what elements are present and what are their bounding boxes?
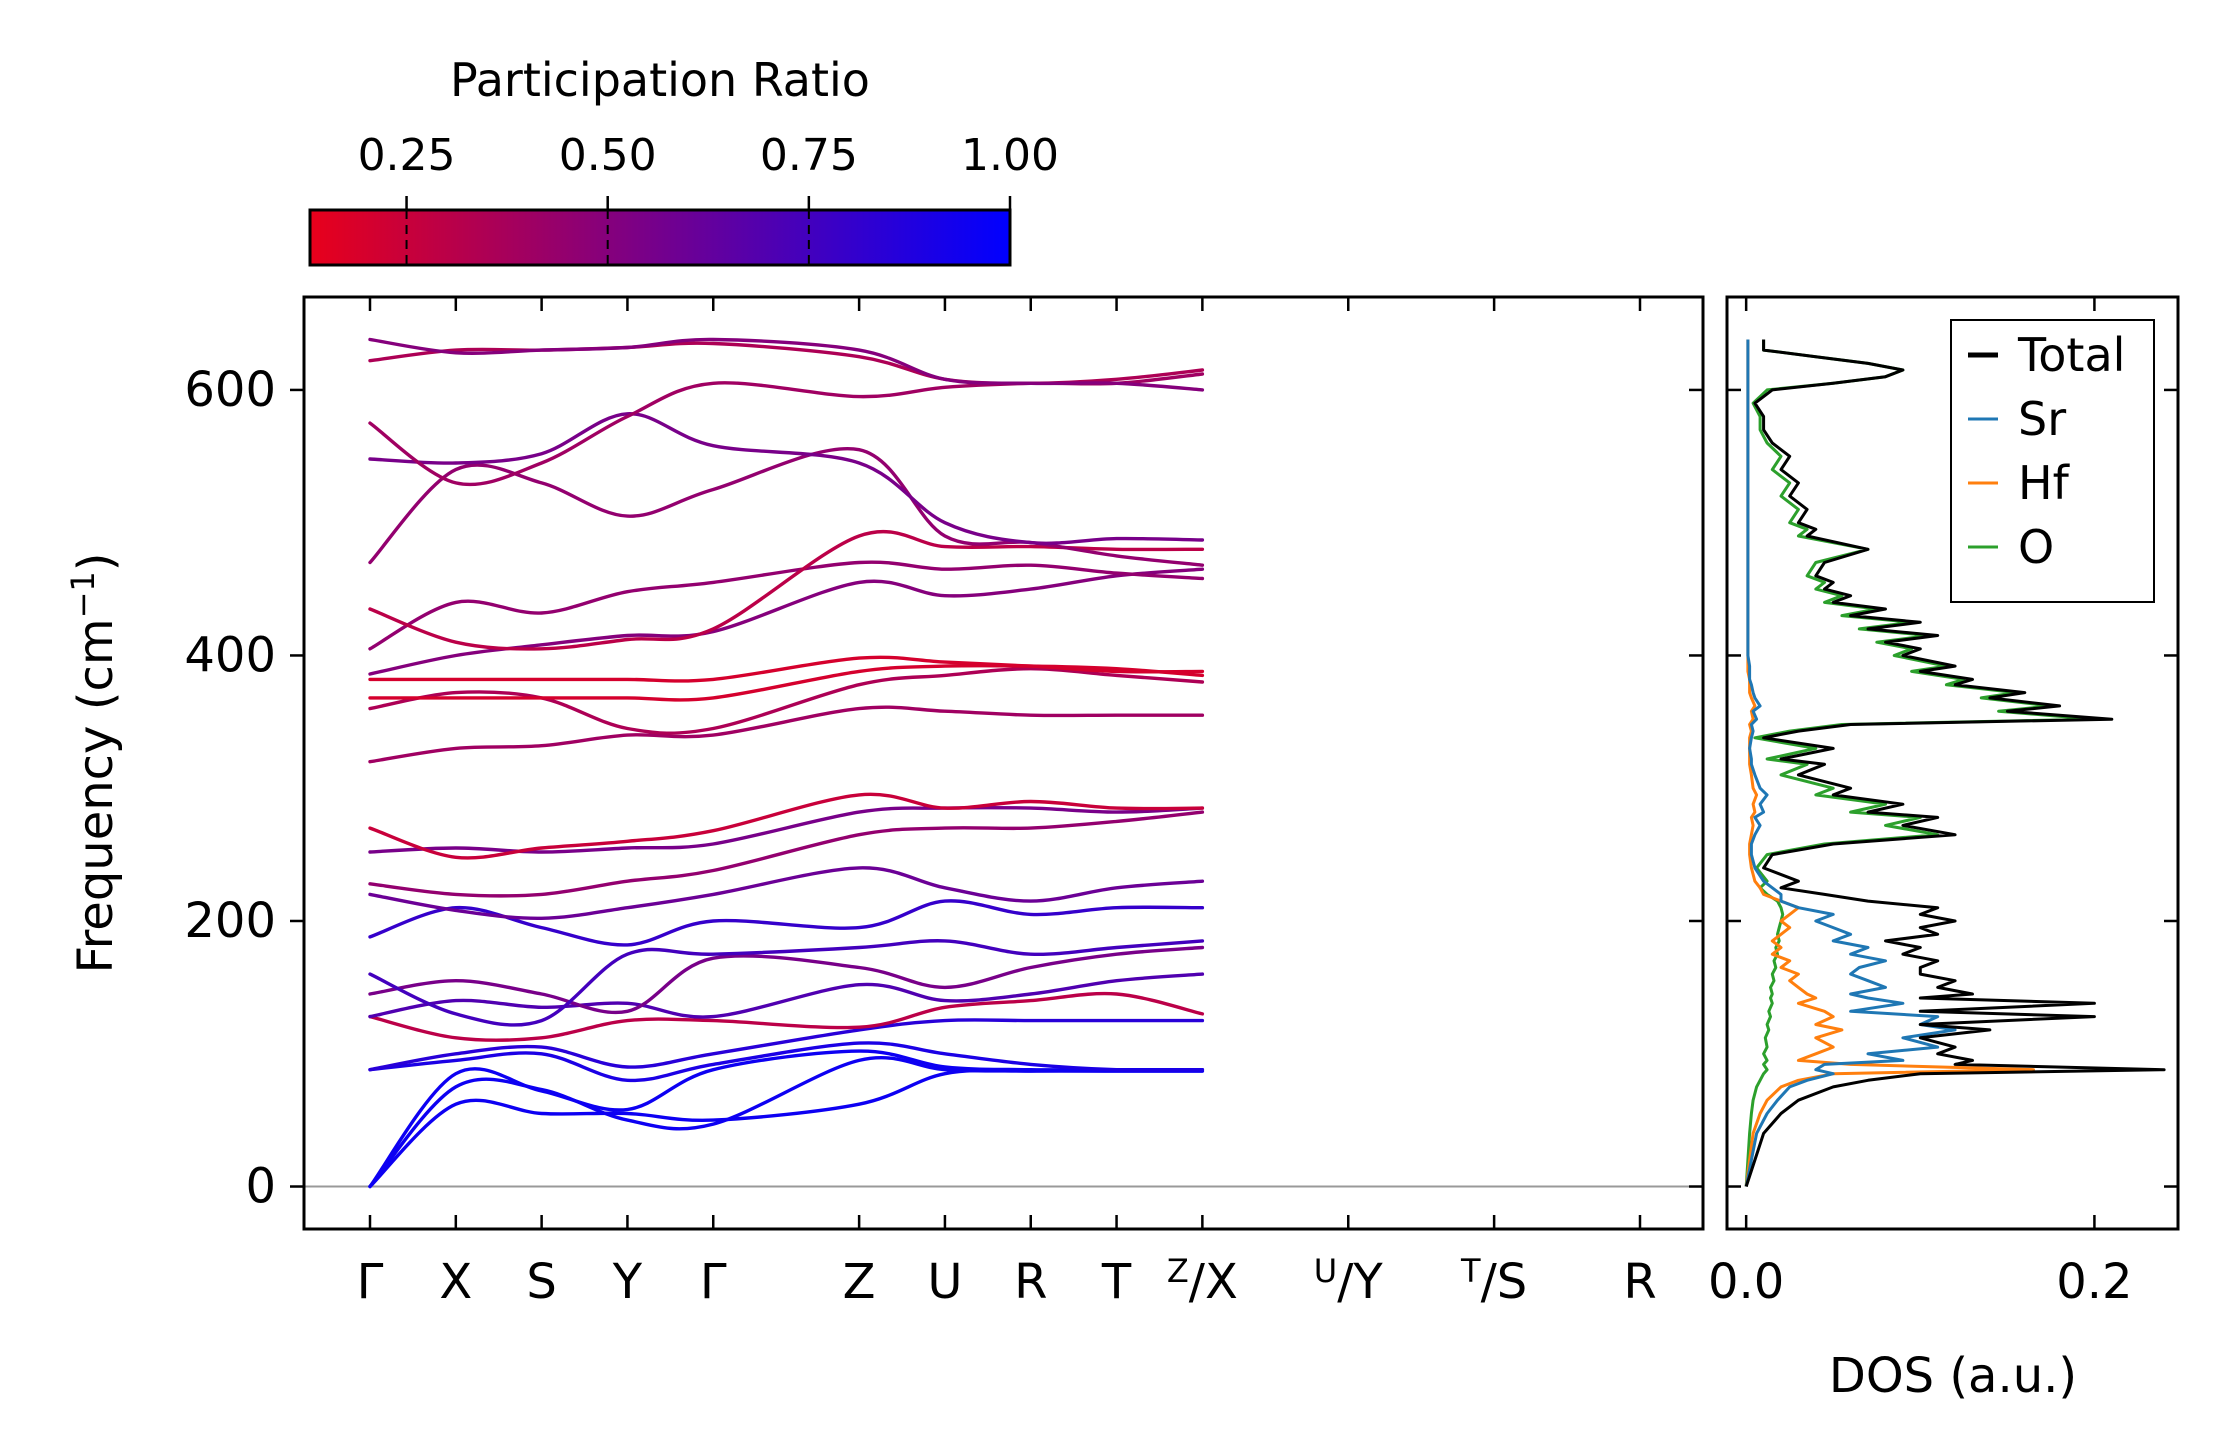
phonon-band — [368, 412, 1205, 545]
phonon-band — [368, 655, 1205, 683]
frequency-tick-label: 200 — [184, 893, 276, 949]
phonon-band — [368, 939, 1205, 1027]
dos-curve-sr — [1744, 339, 1957, 1187]
kpath-tick-label: Γ — [700, 1254, 727, 1310]
phonon-band — [368, 567, 1205, 676]
kpath-tick-label: T — [1101, 1254, 1132, 1310]
phonon-band — [368, 667, 1205, 735]
kpath-tick-label: Γ — [357, 1254, 384, 1310]
kpath-tick-label: Y — [612, 1254, 643, 1310]
kpath-axis-ticks: Γ X S Y Γ Z U R T Z/X U/Y T/S R — [357, 297, 1657, 1310]
phonon-bands — [368, 337, 1205, 1189]
phonon-band — [368, 805, 1205, 854]
colorbar-tick-label: 0.75 — [760, 130, 858, 181]
colorbar-ticks — [405, 196, 1012, 265]
phonon-band — [368, 663, 1205, 702]
phonon-band — [368, 972, 1205, 1019]
kpath-tick-label: T/S — [1460, 1252, 1527, 1310]
kpath-tick-label: U/Y — [1314, 1252, 1384, 1310]
colorbar-tick-label: 0.25 — [358, 130, 456, 181]
kpath-tick-label: S — [526, 1254, 556, 1310]
dos-curves — [1744, 339, 2166, 1187]
phonon-band — [368, 1049, 1205, 1189]
phonon-band — [368, 337, 1205, 392]
kpath-tick-label: Z/X — [1167, 1252, 1238, 1310]
legend-label-o: O — [2018, 520, 2054, 574]
frequency-tick-label: 600 — [184, 362, 276, 418]
phonon-band — [368, 899, 1205, 947]
kpath-tick-label: X — [439, 1254, 472, 1310]
dos-tick-label: 0.0 — [1708, 1254, 1784, 1310]
frequency-tick-label: 0 — [245, 1159, 276, 1215]
band-axes-frame — [302, 295, 1705, 1231]
phonon-band — [368, 1056, 1205, 1189]
colorbar-tick-label: 1.00 — [961, 130, 1059, 181]
dos-curve-o — [1744, 339, 2096, 1187]
phonon-band — [368, 1018, 1205, 1072]
legend-frame — [1950, 319, 2155, 603]
phonon-band — [368, 991, 1205, 1042]
colorbar-tick-label: 0.50 — [559, 130, 657, 181]
colorbar-gradient — [310, 210, 1010, 265]
frequency-axis-ticks: 0 200 400 600 — [184, 362, 1703, 1215]
dos-axis-label: DOS (a.u.) — [1829, 1348, 2077, 1404]
phonon-band — [368, 446, 1205, 567]
frequency-tick-label: 400 — [184, 627, 276, 683]
dos-curve-total — [1744, 339, 2166, 1187]
dos-axes-frame — [1725, 295, 2180, 1231]
phonon-band — [368, 945, 1205, 1015]
legend-label-total: Total — [2017, 328, 2125, 382]
dos-tick-label: 0.2 — [2056, 1254, 2132, 1310]
kpath-tick-label: R — [1623, 1254, 1656, 1310]
kpath-tick-label: R — [1014, 1254, 1047, 1310]
kpath-tick-label: Z — [843, 1254, 876, 1310]
phonon-band — [368, 705, 1205, 764]
phonon-band — [368, 1041, 1205, 1083]
colorbar-frame — [308, 208, 1012, 267]
phonon-band — [368, 1068, 1205, 1189]
frequency-axis-label: Frequency (cm−1) — [64, 552, 124, 973]
legend: Total Sr Hf O — [1950, 319, 2155, 603]
colorbar-title: Participation Ratio — [450, 53, 870, 107]
dos-axis-ticks: 0.0 0.2 — [1708, 297, 2178, 1310]
colorbar-tick-labels: 0.25 0.50 0.75 1.00 — [358, 130, 1059, 181]
colorbar: Participation Ratio 0.25 0.50 0.75 1.00 — [308, 53, 1059, 267]
kpath-tick-label: U — [927, 1254, 962, 1310]
phonon-band — [368, 341, 1205, 386]
legend-label-sr: Sr — [2018, 392, 2066, 446]
phonon-band — [368, 866, 1205, 921]
phonon-band — [368, 810, 1205, 898]
phonon-band — [368, 560, 1205, 651]
phonon-band — [368, 792, 1205, 860]
dos-plot: 0.0 0.2 DOS (a.u.) Total Sr Hf O — [1708, 295, 2180, 1404]
legend-label-hf: Hf — [2018, 456, 2071, 510]
